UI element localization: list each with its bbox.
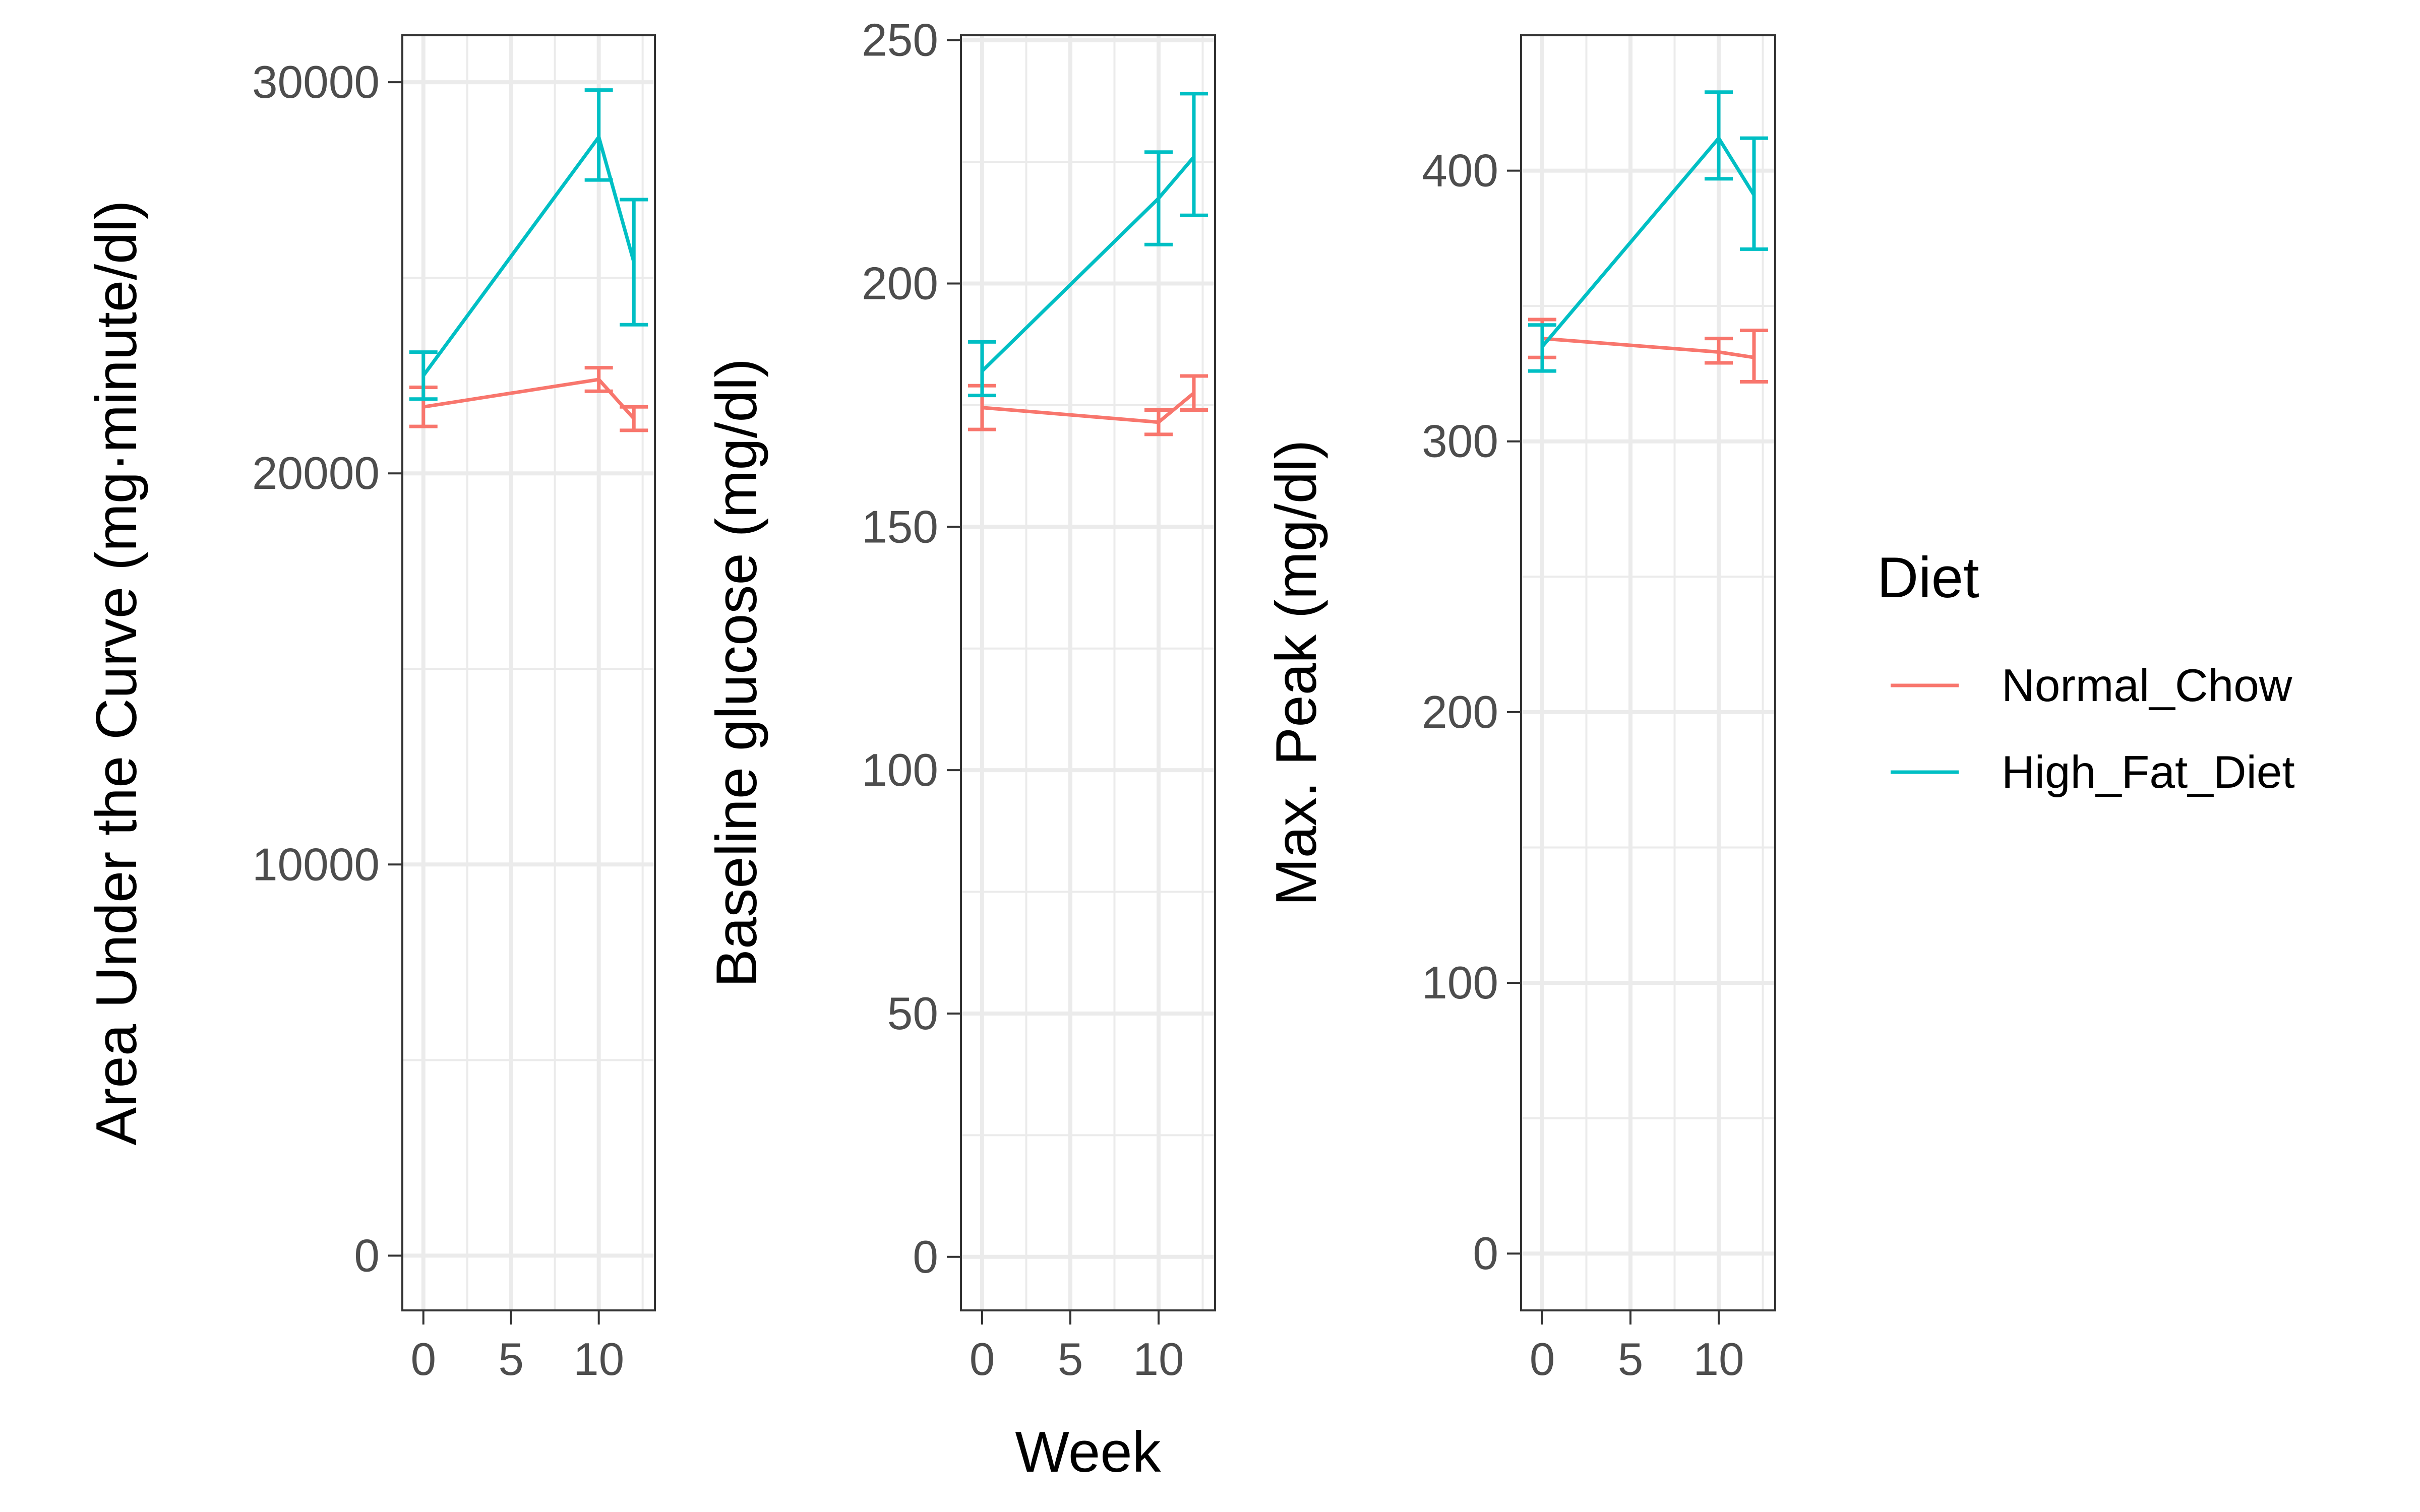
error-bar-high-fat-diet <box>1705 90 1733 181</box>
x-tick-label: 0 <box>1530 1334 1555 1385</box>
panel-border <box>960 34 1216 1311</box>
error-bar-normal-chow <box>620 405 648 432</box>
y-tick-label: 200 <box>862 258 938 309</box>
error-bar-high-fat-diet <box>584 88 613 182</box>
y-tick-label: 200 <box>1422 687 1498 738</box>
x-axis-title: Week <box>1015 1420 1161 1484</box>
error-bar-high-fat-diet <box>1144 150 1173 246</box>
panel-2: 0 50 100 150 200 250 0 5 10 Baseline glucose (mg/… <box>705 15 1216 1484</box>
panel-1: 0 10000 20000 30000 0 5 10 Area Under the Curve… <box>85 34 656 1385</box>
y-axis-title: Area Under the Curve (mg·minute/dl) <box>85 200 149 1145</box>
legend-label-normal-chow: Normal_Chow <box>2002 660 2292 711</box>
x-tick-label: 5 <box>498 1334 524 1385</box>
y-tick-label: 0 <box>354 1230 380 1281</box>
error-bar-normal-chow <box>584 366 613 393</box>
y-tick-label: 10000 <box>252 839 380 890</box>
error-bar-high-fat-diet <box>1740 136 1768 251</box>
x-tick-label: 10 <box>1693 1334 1744 1385</box>
error-bar-normal-chow <box>1705 337 1733 365</box>
x-tick-label: 5 <box>1058 1334 1083 1385</box>
error-bar-normal-chow <box>1180 374 1208 412</box>
x-tick-label: 10 <box>1133 1334 1184 1385</box>
series-line-normal-chow <box>982 392 1195 424</box>
x-tick-label: 0 <box>970 1334 995 1385</box>
y-tick-label: 100 <box>862 745 938 796</box>
y-tick-label: 400 <box>1422 146 1498 197</box>
error-bar-high-fat-diet <box>1528 323 1556 373</box>
x-tick-label: 10 <box>573 1334 624 1385</box>
error-bar-high-fat-diet <box>409 350 438 401</box>
error-bar-high-fat-diet <box>620 198 648 327</box>
error-bar-normal-chow <box>1740 328 1768 384</box>
series-line-high-fat-diet <box>421 135 636 377</box>
error-bar-normal-chow <box>1144 408 1173 436</box>
y-tick-label: 300 <box>1422 416 1498 467</box>
y-axis-title: Max. Peak (mg/dl) <box>1264 440 1328 906</box>
x-tick-label: 0 <box>410 1334 436 1385</box>
x-tick-label: 5 <box>1618 1334 1644 1385</box>
series-line-high-fat-diet <box>981 156 1195 372</box>
panel-border <box>401 34 656 1311</box>
error-bar-high-fat-diet <box>968 340 996 398</box>
y-tick-label: 30000 <box>252 57 380 108</box>
y-tick-label: 20000 <box>252 448 380 499</box>
error-bar-high-fat-diet <box>1180 92 1208 217</box>
y-tick-label: 0 <box>913 1232 938 1283</box>
panel-3: 0 100 200 300 400 0 5 10 Max. Peak (mg/dl) <box>1264 34 1776 1385</box>
y-tick-label: 0 <box>1473 1228 1498 1279</box>
panel-border <box>1520 34 1776 1311</box>
series-line-normal-chow <box>423 377 635 420</box>
y-tick-label: 50 <box>887 988 938 1039</box>
y-tick-label: 100 <box>1422 958 1498 1009</box>
legend: Diet Normal_Chow High_Fat_Diet <box>1877 546 2295 798</box>
series-line-normal-chow <box>1542 337 1754 359</box>
legend-label-high-fat-diet: High_Fat_Diet <box>2002 747 2295 798</box>
y-axis-title: Baseline glucose (mg/dl) <box>705 358 769 987</box>
y-tick-label: 150 <box>862 501 938 552</box>
legend-title: Diet <box>1877 546 1979 610</box>
y-tick-label: 250 <box>862 15 938 66</box>
